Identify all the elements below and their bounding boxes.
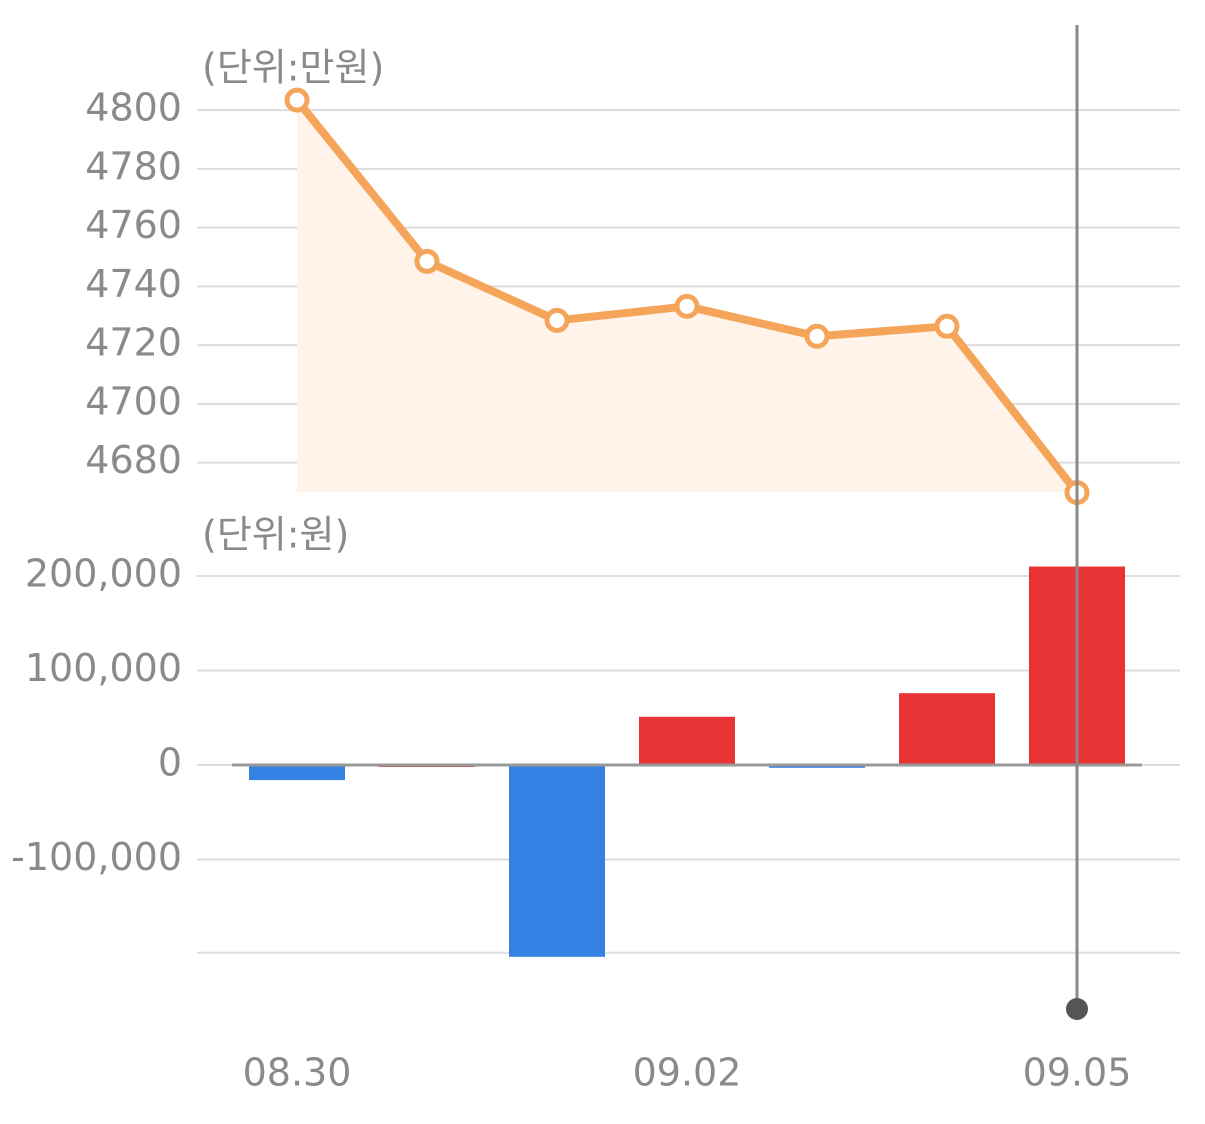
- y-tick-label: 4700: [85, 379, 182, 423]
- x-tick-label: 09.02: [633, 1051, 742, 1095]
- crosshair-dot: [1066, 998, 1088, 1020]
- y-tick-label: 100,000: [25, 646, 182, 690]
- point: [804, 323, 830, 349]
- y-tick-label: 200,000: [25, 551, 182, 595]
- y-tick-label: 4720: [85, 321, 182, 365]
- point: [414, 248, 440, 274]
- y-tick-label: 4740: [85, 262, 182, 306]
- bar: [509, 764, 605, 957]
- x-tick-label: 09.05: [1023, 1051, 1132, 1095]
- y-tick-label: 4680: [85, 438, 182, 482]
- y-tick-label: 4780: [85, 144, 182, 188]
- x-tick-label: 08.30: [243, 1051, 352, 1095]
- y-tick-label: 4760: [85, 203, 182, 247]
- y-tick-label: 4800: [85, 86, 182, 130]
- point: [934, 313, 960, 339]
- y-tick-label: 0: [158, 740, 182, 784]
- bar: [639, 716, 735, 765]
- y-tick-label: -100,000: [11, 835, 182, 879]
- point: [544, 307, 570, 333]
- point: [284, 87, 310, 113]
- point: [674, 293, 700, 319]
- bar: [899, 693, 995, 765]
- bar: [249, 764, 345, 781]
- area: [297, 100, 1077, 493]
- unit-label: (단위:원): [202, 513, 349, 557]
- unit-label: (단위:만원): [202, 46, 384, 90]
